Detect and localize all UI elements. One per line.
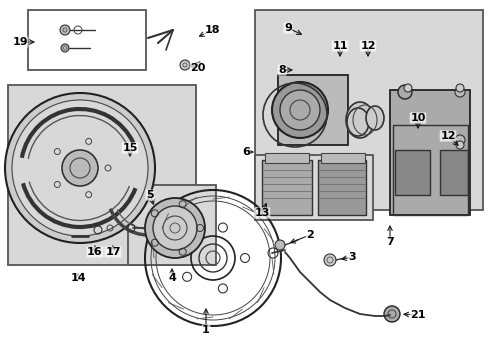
Bar [262,160,311,215]
Bar [392,125,467,215]
Text: 8: 8 [278,65,285,75]
Circle shape [274,240,285,250]
Bar [394,150,429,195]
Bar [264,153,308,163]
Bar [8,85,196,265]
Bar [278,75,347,145]
Circle shape [383,306,399,322]
Ellipse shape [365,106,383,130]
Text: 13: 13 [254,208,269,218]
Circle shape [271,82,327,138]
Text: 10: 10 [409,113,425,123]
Circle shape [455,141,463,149]
Text: 2: 2 [305,230,313,240]
Circle shape [5,93,155,243]
Text: 15: 15 [122,143,138,153]
Text: 12: 12 [360,41,375,51]
Circle shape [61,44,69,52]
Circle shape [397,85,411,99]
Ellipse shape [346,102,373,138]
Circle shape [60,25,70,35]
Bar [28,10,146,70]
Circle shape [62,150,98,186]
Text: 7: 7 [386,237,393,247]
Text: 16: 16 [87,247,102,257]
Bar [317,160,365,215]
Text: 18: 18 [204,25,219,35]
Circle shape [454,135,464,145]
Circle shape [324,254,335,266]
Text: 21: 21 [409,310,425,320]
Text: 3: 3 [347,252,355,262]
Circle shape [454,87,464,97]
Ellipse shape [346,108,368,136]
Circle shape [403,84,411,92]
Circle shape [455,84,463,92]
Text: 20: 20 [190,63,205,73]
Text: 9: 9 [284,23,291,33]
Text: 6: 6 [242,147,249,157]
Bar [389,90,469,215]
Circle shape [153,206,197,250]
Text: 17: 17 [105,247,121,257]
Bar [254,10,482,210]
Text: 11: 11 [331,41,347,51]
Bar [254,155,372,220]
Circle shape [145,198,204,258]
Circle shape [180,60,190,70]
Circle shape [280,90,319,130]
Text: 14: 14 [70,273,85,283]
Bar [320,153,364,163]
Text: 19: 19 [12,37,28,47]
Bar [439,150,467,195]
Circle shape [12,100,148,236]
Text: 1: 1 [202,325,209,335]
Text: 12: 12 [439,131,455,141]
Text: 5: 5 [146,190,154,200]
Text: 4: 4 [168,273,176,283]
Bar [128,185,216,265]
